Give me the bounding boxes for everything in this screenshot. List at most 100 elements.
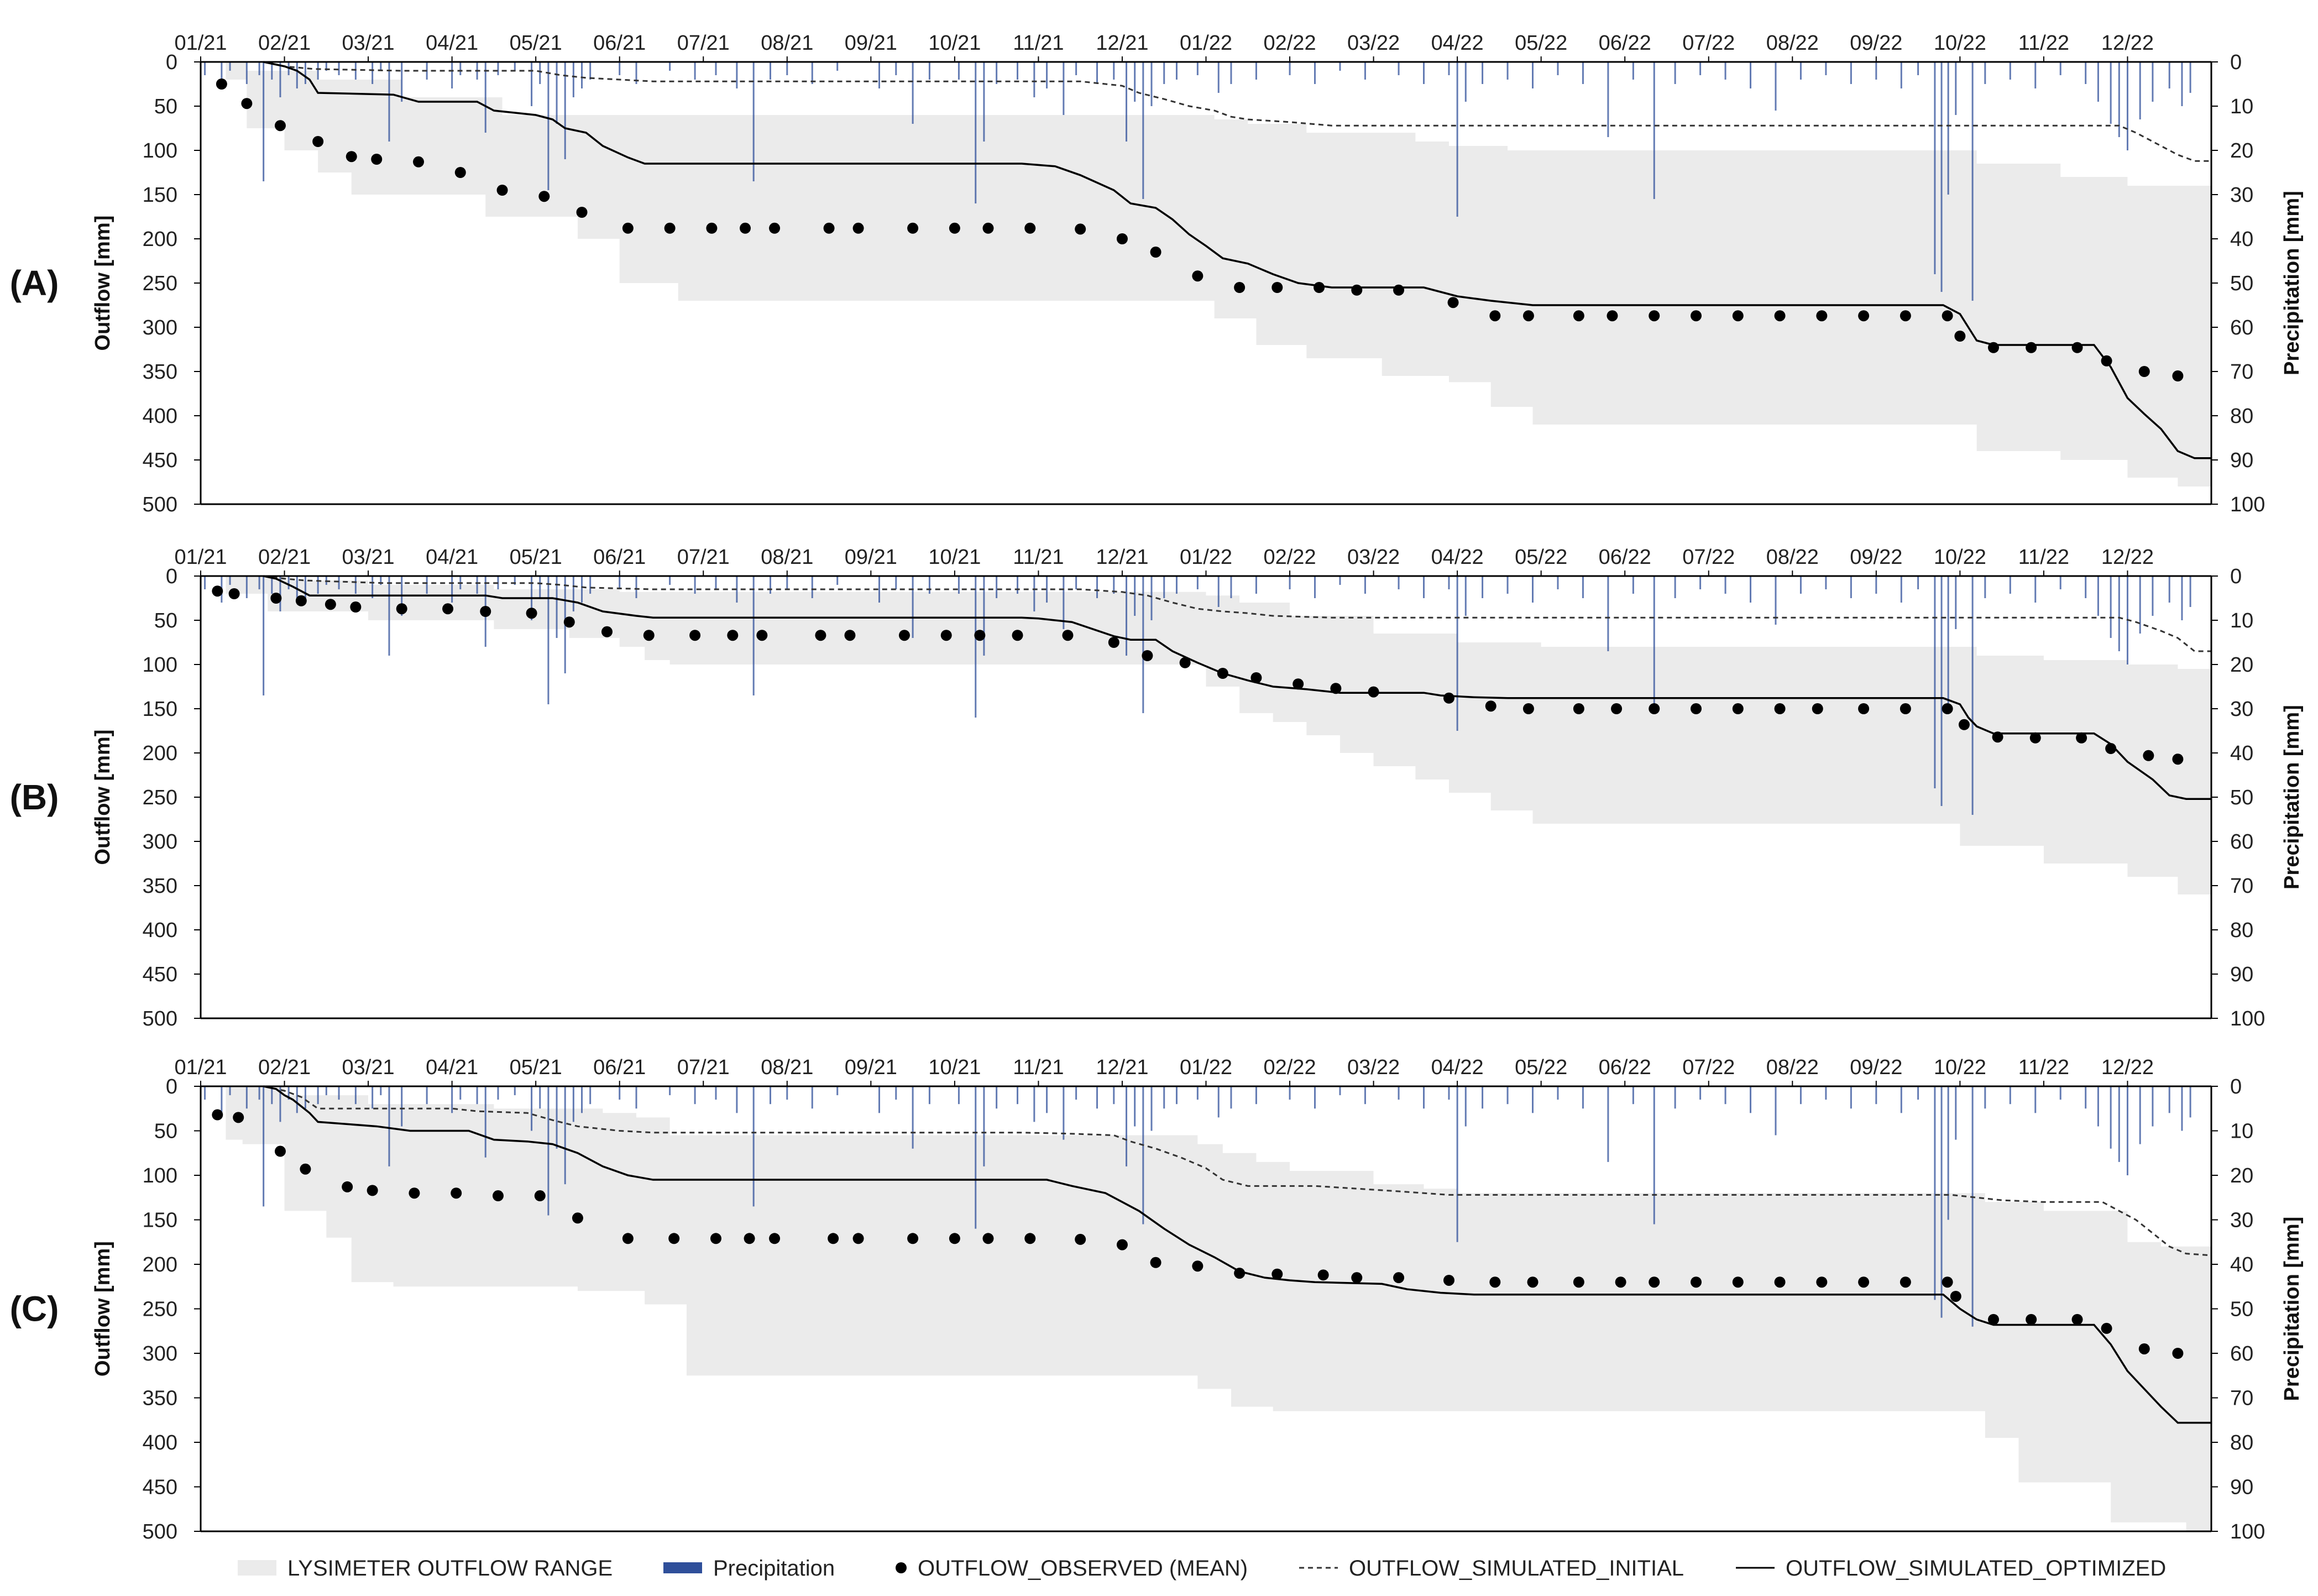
precip-tick-label: 10 [2230, 609, 2253, 632]
panel-c: 01/21 02/21 03/21 04/21 05/21 06/21 07/21 08/21… [10, 1056, 2304, 1543]
precip-tick-label: 80 [2230, 1431, 2253, 1454]
x-tick-label: 07/22 [1682, 546, 1735, 569]
observed-point [1522, 703, 1534, 714]
observed-point [409, 1187, 420, 1199]
outflow-observed-series [212, 1109, 2184, 1359]
precip-tick-label: 50 [2230, 786, 2253, 809]
observed-point [346, 151, 357, 163]
x-tick-label: 11/22 [2018, 32, 2069, 55]
observed-point [1192, 1260, 1204, 1272]
precip-tick-label: 0 [2230, 565, 2242, 588]
outflow-tick-label: 100 [143, 1164, 177, 1187]
outflow-tick-label: 150 [143, 698, 177, 721]
observed-point [274, 120, 286, 132]
observed-point [454, 167, 466, 178]
legend: LYSIMETER OUTFLOW RANGE Precipitation OUTF… [238, 1556, 2166, 1581]
observed-point [442, 603, 454, 615]
panel-label: (B) [10, 777, 59, 817]
observed-point [2172, 370, 2184, 381]
observed-point [1649, 1276, 1660, 1288]
legend-item-observed: OUTFLOW_OBSERVED (MEAN) [896, 1556, 1248, 1581]
x-tick-label: 04/21 [426, 32, 478, 55]
x-tick-label: 03/21 [342, 546, 395, 569]
precip-tick-label: 50 [2230, 1298, 2253, 1321]
x-tick-label: 08/21 [761, 1056, 813, 1079]
x-tick-label: 05/21 [510, 32, 562, 55]
precip-tick-label: 40 [2230, 742, 2253, 765]
legend-range-swatch [238, 1560, 276, 1576]
x-tick-label: 06/21 [593, 1056, 646, 1079]
observed-point [2026, 342, 2037, 353]
observed-point [1992, 731, 2003, 743]
outflow-tick-label: 50 [154, 1120, 177, 1143]
observed-point [1950, 1290, 1961, 1302]
observed-point [1108, 637, 1119, 648]
observed-point [350, 601, 362, 613]
legend-item-range: LYSIMETER OUTFLOW RANGE [238, 1556, 613, 1581]
lysimeter-outflow-range-band [201, 1086, 2211, 1531]
x-tick-label: 03/22 [1347, 1056, 1400, 1079]
outflow-tick-label: 50 [154, 95, 177, 118]
observed-point [1573, 310, 1584, 322]
x-tick-label: 03/21 [342, 32, 395, 55]
legend-label: OUTFLOW_SIMULATED_INITIAL [1349, 1556, 1684, 1581]
x-tick-label: 08/22 [1766, 546, 1819, 569]
observed-point [622, 1233, 634, 1244]
outflow-tick-label: 200 [143, 742, 177, 765]
observed-point [949, 222, 960, 234]
x-tick-label: 01/22 [1180, 546, 1232, 569]
observed-point [1942, 703, 1953, 714]
observed-point [907, 222, 919, 234]
observed-point [1607, 310, 1618, 322]
outflow-tick-label: 200 [143, 1253, 177, 1276]
observed-point [1987, 1314, 1999, 1325]
observed-point [534, 1190, 546, 1202]
observed-point [982, 1233, 994, 1244]
x-tick-label: 02/21 [258, 546, 311, 569]
observed-point [756, 630, 768, 641]
observed-point [576, 207, 588, 218]
observed-point [492, 1190, 504, 1202]
observed-point [396, 603, 407, 615]
precipitation-axis-title: Precipitation [mm] [2280, 1217, 2304, 1401]
observed-point [1317, 1269, 1329, 1281]
x-tick-label: 09/21 [845, 32, 897, 55]
panel-label: (C) [10, 1289, 59, 1329]
observed-point [1691, 703, 1702, 714]
x-tick-label: 12/22 [2101, 1056, 2154, 1079]
observed-point [1024, 222, 1036, 234]
observed-point [1858, 1276, 1870, 1288]
observed-point [274, 1145, 286, 1157]
observed-point [295, 595, 307, 606]
x-tick-label: 04/22 [1431, 546, 1484, 569]
precip-tick-label: 70 [2230, 875, 2253, 898]
observed-point [1368, 686, 1379, 698]
precip-tick-label: 90 [2230, 449, 2253, 472]
observed-point [1447, 297, 1459, 308]
observed-point [1732, 703, 1744, 714]
precip-tick-label: 60 [2230, 316, 2253, 339]
x-tick-label: 11/22 [2018, 1056, 2069, 1079]
observed-point [1900, 310, 1911, 322]
observed-point [1393, 284, 1405, 296]
observed-point [228, 588, 240, 599]
observed-point [940, 630, 952, 641]
x-tick-label: 07/21 [677, 1056, 730, 1079]
observed-point [727, 630, 739, 641]
observed-point [1942, 310, 1953, 322]
observed-point [2143, 750, 2154, 761]
observed-point [622, 222, 634, 234]
outflow-tick-label: 450 [143, 1476, 177, 1499]
observed-point [769, 222, 781, 234]
observed-point [744, 1233, 755, 1244]
observed-point [2101, 1322, 2112, 1334]
x-tick-label: 12/21 [1096, 546, 1148, 569]
precip-tick-label: 20 [2230, 1164, 2253, 1187]
observed-point [1116, 1239, 1128, 1250]
x-tick-label: 04/22 [1431, 32, 1484, 55]
precip-tick-label: 70 [2230, 1387, 2253, 1410]
outflow-tick-label: 0 [166, 1075, 177, 1098]
observed-point [1314, 282, 1325, 293]
precip-tick-label: 90 [2230, 1476, 2253, 1499]
outflow-simulated-initial-line [263, 1085, 2212, 1257]
